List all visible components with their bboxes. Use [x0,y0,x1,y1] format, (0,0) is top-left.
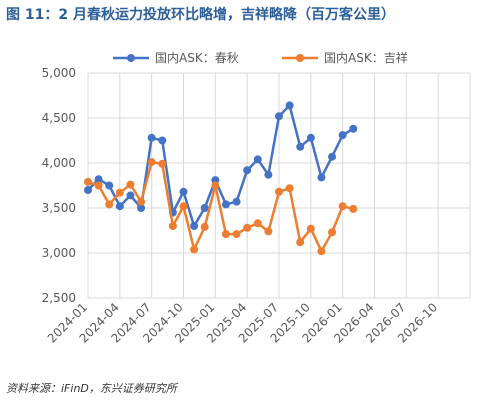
data-point [115,188,124,197]
data-point [285,184,294,193]
series-1 [84,101,358,230]
legend-marker [296,54,304,62]
data-point [190,245,199,254]
data-point [105,200,114,209]
data-point [253,219,262,228]
legend-label: 国内ASK：春秋 [155,51,239,65]
data-point [296,238,305,247]
data-point [147,133,156,142]
data-point [84,177,92,186]
data-point [243,166,252,175]
data-point [275,112,283,121]
y-tick-label: 4,000 [42,156,76,170]
data-point [126,191,135,200]
data-point [264,227,273,236]
legend-item: 国内ASK：春秋 [113,51,239,65]
data-point [317,173,326,182]
data-point [94,181,103,190]
series-group [84,101,358,256]
data-point [211,181,220,190]
data-point [158,136,167,145]
data-point [338,131,347,140]
legend-label: 国内ASK：吉祥 [324,51,408,65]
y-tick-label: 5,000 [42,66,76,80]
data-point [179,187,188,196]
chart-title: 图 11：2 月春秋运力投放环比略增，吉祥略降（百万客公里） [6,7,395,23]
y-tick-label: 3,500 [42,201,76,215]
data-point [105,181,114,190]
data-point [328,152,337,161]
y-tick-label: 2,500 [42,291,76,305]
data-point [264,170,273,179]
data-point [285,101,294,110]
data-point [147,158,156,167]
data-point [275,187,283,196]
legend-marker [127,54,135,62]
data-point [200,204,209,212]
data-point [253,155,262,164]
data-point [349,204,358,213]
x-axis-ticks: 2024-012024-042024-072024-102025-012025-… [45,300,441,345]
data-point [317,247,326,256]
data-point [126,180,135,189]
source-note: 资料来源：iFinD，东兴证券研究所 [6,382,177,395]
data-point [338,202,347,211]
data-point [306,224,315,233]
y-tick-label: 4,500 [42,111,76,125]
data-point [190,222,199,230]
data-point [349,124,358,133]
data-point [158,159,167,168]
data-point [94,175,103,184]
data-point [137,197,146,206]
data-point [168,222,177,230]
data-point [232,197,241,206]
data-point [84,186,92,194]
data-point [137,204,146,212]
data-point [221,200,230,209]
data-point [328,228,337,237]
data-point [243,223,252,232]
legend-item: 国内ASK：吉祥 [282,51,408,65]
data-point [115,202,124,211]
y-axis-ticks: 2,500 3,000 3,500 4,000 4,500 5,000 [42,66,76,305]
gridlines [87,72,471,299]
series-2 [84,158,358,256]
data-point [200,222,209,231]
data-point [232,230,241,239]
data-point [296,142,305,151]
y-tick-label: 3,000 [42,246,76,260]
legend: 国内ASK：春秋 国内ASK：吉祥 [113,51,408,65]
data-point [306,133,315,142]
data-point [221,230,230,239]
series-line [87,160,354,253]
data-point [179,202,188,211]
